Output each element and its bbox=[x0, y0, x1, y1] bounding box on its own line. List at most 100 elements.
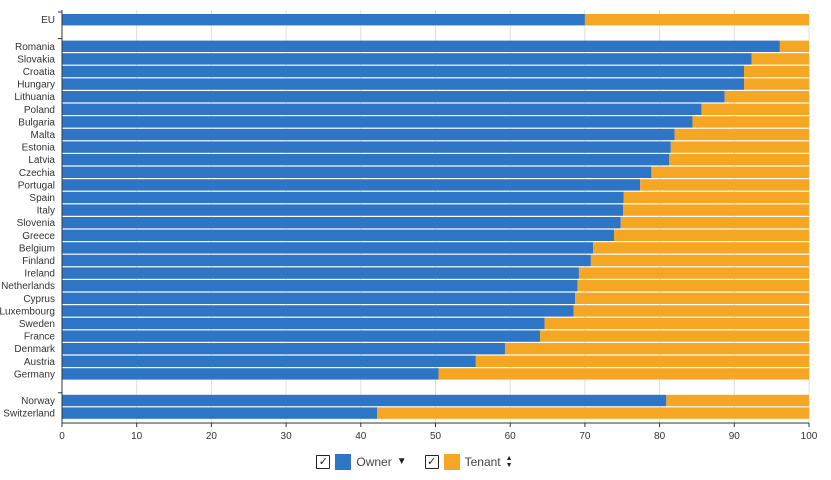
bar-owner bbox=[62, 141, 671, 153]
bar-tenant bbox=[692, 116, 809, 128]
bar-tenant bbox=[438, 368, 809, 380]
x-tick-label: 10 bbox=[131, 431, 143, 440]
bar-owner bbox=[62, 14, 585, 26]
bar-owner bbox=[62, 179, 641, 191]
category-label: Greece bbox=[22, 231, 55, 242]
category-label: Bulgaria bbox=[18, 117, 55, 128]
bar-owner bbox=[62, 292, 576, 304]
bar-tenant bbox=[504, 343, 809, 355]
bar-tenant bbox=[751, 53, 809, 65]
bar-owner bbox=[62, 330, 541, 342]
category-label: Germany bbox=[14, 369, 55, 380]
category-label: Slovenia bbox=[17, 218, 56, 229]
bar-tenant bbox=[674, 128, 809, 141]
bar-owner bbox=[62, 343, 505, 355]
x-tick-label: 70 bbox=[579, 431, 591, 440]
bar-owner bbox=[62, 217, 621, 229]
x-tick-label: 90 bbox=[729, 431, 741, 440]
bar-tenant bbox=[575, 292, 809, 304]
category-label: Romania bbox=[15, 42, 55, 53]
category-label: Sweden bbox=[19, 319, 55, 330]
bar-owner bbox=[62, 355, 476, 367]
category-label: Belgium bbox=[19, 243, 55, 254]
category-label: Latvia bbox=[28, 155, 55, 166]
bar-tenant bbox=[377, 407, 809, 419]
bar-tenant bbox=[614, 229, 809, 241]
bar-owner bbox=[62, 40, 780, 52]
category-label: Switzerland bbox=[3, 409, 55, 420]
bar-tenant bbox=[577, 280, 809, 292]
category-label: Netherlands bbox=[1, 281, 55, 292]
category-label: Lithuania bbox=[14, 92, 55, 103]
category-label: Hungary bbox=[17, 80, 55, 91]
bar-tenant bbox=[540, 330, 809, 342]
bar-tenant bbox=[573, 305, 809, 317]
x-tick-label: 50 bbox=[430, 431, 442, 440]
bar-owner bbox=[62, 91, 725, 103]
x-tick-label: 60 bbox=[505, 431, 517, 440]
bar-tenant bbox=[578, 267, 809, 279]
tenant-label: Tenant bbox=[464, 455, 501, 469]
category-label: Spain bbox=[29, 193, 55, 204]
bar-owner bbox=[62, 128, 675, 141]
bar-tenant bbox=[590, 254, 809, 267]
x-tick-label: 80 bbox=[654, 431, 666, 440]
bar-owner bbox=[62, 191, 624, 204]
bar-owner bbox=[62, 103, 702, 115]
bar-tenant bbox=[779, 40, 809, 52]
category-label: Estonia bbox=[22, 143, 56, 154]
bar-tenant bbox=[670, 141, 809, 153]
category-label: EU bbox=[41, 15, 55, 26]
bar-owner bbox=[62, 280, 578, 292]
bar-owner bbox=[62, 394, 667, 407]
category-label: Denmark bbox=[14, 344, 56, 355]
category-label: Slovakia bbox=[17, 54, 55, 65]
owner-checkbox[interactable]: ✓ bbox=[316, 455, 331, 469]
bar-owner bbox=[62, 53, 752, 65]
category-label: Poland bbox=[24, 105, 55, 116]
sort-unsorted-icon[interactable]: ▲▼ bbox=[505, 455, 513, 469]
bar-owner bbox=[62, 154, 670, 166]
category-label: Cyprus bbox=[23, 294, 55, 305]
bar-tenant bbox=[620, 217, 809, 229]
bar-owner bbox=[62, 368, 439, 380]
x-tick-label: 20 bbox=[206, 431, 218, 440]
bar-owner bbox=[62, 78, 745, 90]
bar-tenant bbox=[744, 78, 809, 90]
bar-owner bbox=[62, 242, 594, 254]
bar-tenant bbox=[584, 14, 809, 26]
bar-tenant bbox=[475, 355, 809, 367]
category-label: Ireland bbox=[24, 269, 55, 280]
bar-tenant bbox=[593, 242, 809, 254]
tenant-checkbox[interactable]: ✓ bbox=[424, 455, 439, 469]
bar-tenant bbox=[622, 204, 809, 216]
category-label: Portugal bbox=[18, 180, 55, 191]
bar-tenant bbox=[640, 179, 809, 191]
bar-owner bbox=[62, 317, 545, 330]
x-tick-label: 40 bbox=[355, 431, 367, 440]
bar-owner bbox=[62, 229, 615, 241]
bar-owner bbox=[62, 166, 652, 178]
legend-item-tenant[interactable]: ✓ Tenant ▲▼ bbox=[424, 454, 515, 470]
owner-label: Owner bbox=[356, 455, 392, 469]
x-tick-label: 0 bbox=[59, 431, 65, 440]
bar-tenant bbox=[724, 91, 809, 103]
bar-owner bbox=[62, 116, 693, 128]
bar-tenant bbox=[669, 154, 809, 166]
bar-owner bbox=[62, 407, 378, 419]
category-label: Italy bbox=[37, 206, 55, 217]
bar-tenant bbox=[651, 166, 809, 178]
checkmark-icon: ✓ bbox=[318, 456, 328, 468]
category-label: Finland bbox=[22, 256, 55, 267]
legend-item-owner[interactable]: ✓ Owner ▼ bbox=[316, 454, 407, 470]
bar-tenant bbox=[623, 191, 809, 204]
bar-tenant bbox=[744, 65, 809, 78]
x-tick-label: 30 bbox=[281, 431, 293, 440]
bar-owner bbox=[62, 267, 579, 279]
x-tick-label: 100 bbox=[801, 431, 818, 440]
category-label: France bbox=[24, 332, 56, 343]
sort-descending-icon[interactable]: ▼ bbox=[396, 456, 407, 467]
category-label: Austria bbox=[24, 357, 56, 368]
bar-owner bbox=[62, 204, 623, 216]
